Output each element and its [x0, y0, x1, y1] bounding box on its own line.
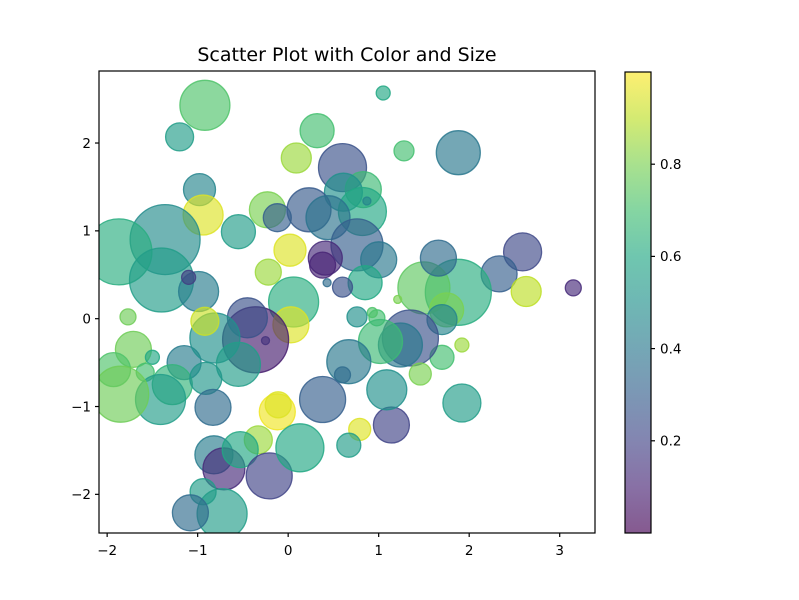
colorbar-tick-label: 0.2	[660, 434, 681, 450]
x-tick-label: 0	[284, 543, 293, 559]
colorbar-tick-label: 0.6	[660, 249, 681, 265]
scatter-point	[180, 269, 197, 286]
scatter-point	[144, 349, 161, 365]
scatter-point	[299, 113, 335, 149]
scatter-point	[194, 388, 232, 427]
colorbar-outline	[624, 71, 652, 534]
scatter-point	[393, 140, 415, 162]
scatter-point	[280, 142, 312, 174]
scatter-point	[179, 79, 231, 131]
scatter-point	[164, 122, 195, 152]
scatter-point	[99, 365, 150, 423]
colorbar-gradient	[625, 72, 651, 533]
scatter-point	[298, 375, 347, 424]
y-tick-label: 2	[82, 136, 91, 152]
scatter-point	[510, 275, 542, 308]
axes-frame	[98, 70, 596, 534]
scatter-point	[262, 203, 292, 233]
y-tick-label: −1	[71, 399, 91, 415]
scatter-point	[375, 85, 391, 101]
scatter-point	[254, 258, 282, 286]
scatter-point	[190, 306, 220, 336]
scatter-points-layer	[99, 79, 582, 533]
scatter-point	[366, 306, 378, 319]
chart-title: Scatter Plot with Color and Size	[197, 44, 497, 66]
scatter-point	[221, 430, 259, 469]
scatter-point	[275, 423, 325, 473]
scatter-point	[333, 366, 352, 384]
scatter-point	[308, 251, 337, 279]
scatter-point	[119, 308, 137, 326]
scatter-point	[393, 294, 403, 305]
scatter-point	[220, 214, 257, 250]
scatter-point	[245, 452, 293, 500]
scatter-point	[564, 279, 582, 297]
x-tick-label: −1	[188, 543, 208, 559]
scatter-point	[264, 391, 292, 419]
scatter-point	[366, 369, 408, 411]
colorbar-tick-label: 0.4	[660, 341, 681, 357]
scatter-point	[171, 494, 210, 532]
scatter-point	[336, 432, 362, 458]
y-tick-label: 1	[82, 224, 91, 240]
y-tick-label: −2	[71, 487, 91, 503]
scatter-point	[372, 406, 411, 444]
scatter-point	[454, 337, 470, 353]
scatter-point	[347, 265, 383, 301]
scatter-point	[346, 306, 368, 328]
scatter-point	[322, 278, 332, 288]
scatter-point	[435, 130, 481, 176]
scatter-point	[273, 233, 307, 267]
scatter-point	[442, 383, 482, 423]
scatter-point	[362, 196, 372, 206]
scatter-point	[331, 276, 354, 298]
scatter-point	[419, 239, 458, 277]
scatter-point	[260, 335, 271, 346]
scatter-point	[502, 232, 543, 272]
x-tick-label: −2	[97, 543, 117, 559]
y-tick-label: 0	[82, 311, 91, 327]
scatter-point	[215, 341, 262, 388]
scatter-point	[408, 362, 432, 386]
x-tick-label: 3	[555, 543, 564, 559]
colorbar-tick-label: 0.8	[660, 157, 681, 173]
x-tick-label: 1	[374, 543, 383, 559]
x-tick-label: 2	[465, 543, 474, 559]
